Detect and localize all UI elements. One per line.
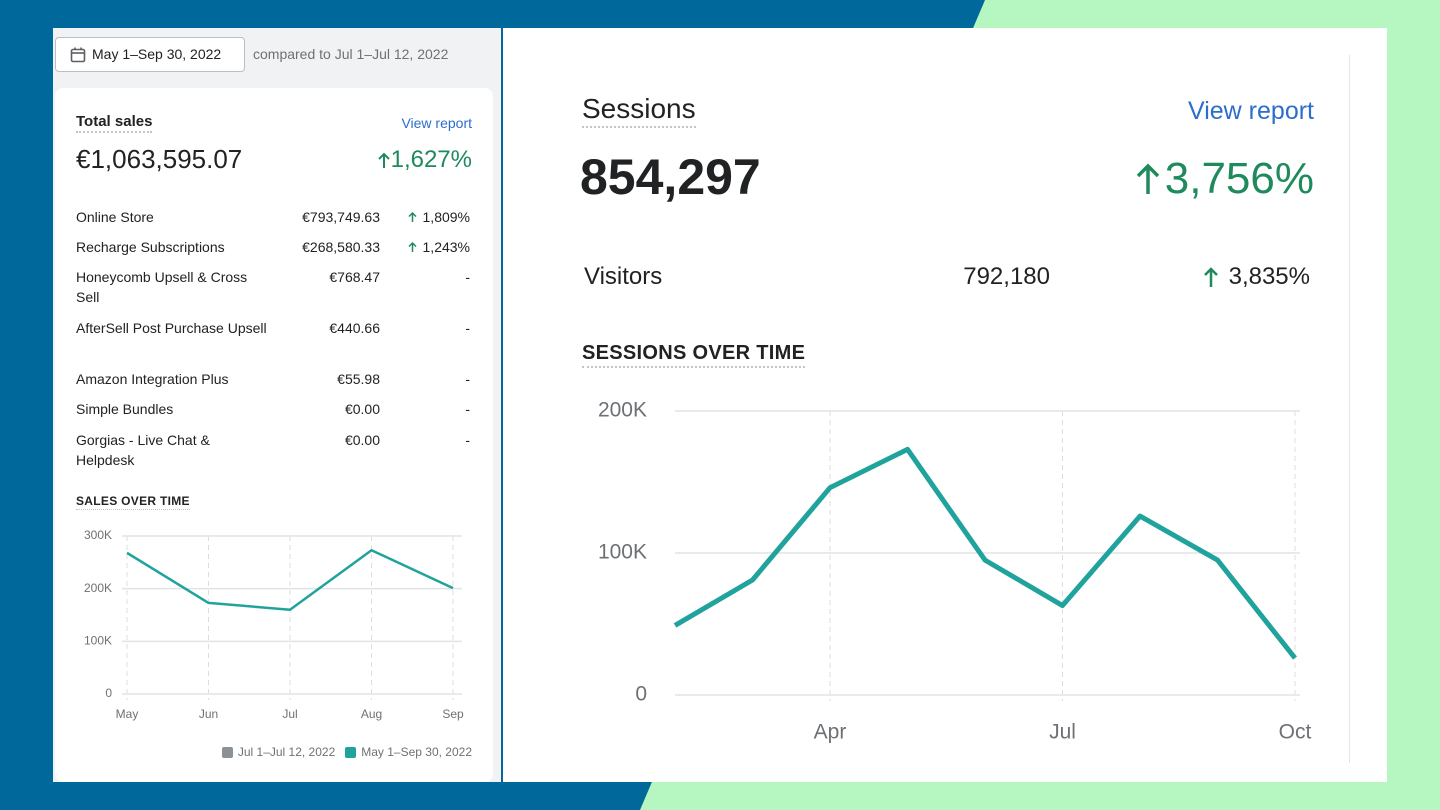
up-arrow <box>377 152 390 168</box>
visitors-label: Visitors <box>584 263 663 290</box>
row-name: Gorgias - Live Chat & Helpdesk <box>76 432 210 468</box>
row-change: - <box>465 369 470 389</box>
x-tick-label: Jul <box>1049 721 1076 744</box>
arrow-path <box>407 211 417 222</box>
card-title: Total sales <box>76 113 153 133</box>
x-tick-label: May <box>116 707 139 721</box>
row-value: €793,749.63 <box>302 209 380 225</box>
comparison: compared to Jul 1–Jul 12, 2022 <box>253 46 449 62</box>
sales-card <box>55 88 493 782</box>
change-text: - <box>465 269 470 285</box>
legend-swatch <box>221 746 233 758</box>
row-name: Amazon Integration Plus <box>76 371 229 387</box>
x-tick-label: Apr <box>814 721 847 744</box>
change-text: 3,835% <box>1228 263 1310 290</box>
up-arrow <box>407 211 417 222</box>
row-change: 1,809% <box>407 207 470 227</box>
row-name: AfterSell Post Purchase Upsell <box>76 320 267 336</box>
y-tick-label: 0 <box>635 683 647 706</box>
row-value: €0.00 <box>344 432 380 448</box>
visitors-value: 792,180 <box>963 263 1050 290</box>
arrow-path <box>407 241 417 252</box>
row-value: €268,580.33 <box>302 239 380 255</box>
change-text: - <box>465 320 470 336</box>
x-tick-label: Sep <box>442 707 464 721</box>
change-text: - <box>465 432 470 448</box>
legend-swatch <box>345 746 357 758</box>
up-arrow <box>1136 163 1160 194</box>
legend: Jul 1–Jul 12, 2022 May 1–Sep 30, 2022 <box>221 745 472 759</box>
change-text: 1,243% <box>422 239 470 255</box>
y-tick-label: 300K <box>84 528 112 542</box>
row-value: €440.66 <box>329 320 380 336</box>
x-tick-label: Oct <box>1279 721 1312 744</box>
row-name: Honeycomb Upsell & Cross Sell <box>76 269 248 305</box>
row-name: Simple Bundles <box>76 401 174 417</box>
row-value: €55.98 <box>337 371 380 387</box>
x-tick-label: Jun <box>199 707 218 721</box>
legend-label: Jul 1–Jul 12, 2022 <box>237 745 336 759</box>
row-value: €0.00 <box>344 401 380 417</box>
row-name: Online Store <box>76 209 154 225</box>
sessions-value: 854,297 <box>580 149 761 205</box>
row-change: - <box>465 399 470 419</box>
change-text: - <box>465 401 470 417</box>
sessions-title: Sessions <box>582 93 696 128</box>
y-tick-label: 200K <box>598 399 647 422</box>
sessions-panel <box>503 28 1387 782</box>
total-value: €1,063,595.07 <box>76 144 243 174</box>
row-change: - <box>465 267 470 287</box>
legend-item: Jul 1–Jul 12, 2022 <box>221 745 336 759</box>
y-tick-label: 100K <box>598 541 647 564</box>
sessions-change: 3,756% <box>1135 154 1314 204</box>
change-text: 3,756% <box>1164 154 1314 203</box>
row-change: - <box>465 318 470 338</box>
y-tick-label: 200K <box>84 581 112 595</box>
legend-item: May 1–Sep 30, 2022 <box>345 745 472 759</box>
change-text: 1,627% <box>390 146 472 173</box>
divider <box>1349 55 1350 763</box>
calendar-icon <box>70 47 86 63</box>
view-report[interactable]: View report <box>401 115 472 131</box>
change-text: 1,809% <box>422 209 470 225</box>
row-change: - <box>465 430 470 450</box>
data-line <box>126 548 454 611</box>
legend-label: May 1–Sep 30, 2022 <box>361 745 472 759</box>
view-report[interactable]: View report <box>1188 97 1314 125</box>
x-tick-label: Aug <box>361 707 382 721</box>
change-text: - <box>465 371 470 387</box>
y-tick-label: 0 <box>105 686 112 700</box>
visitors-change: 3,835% <box>1203 263 1310 291</box>
row-change: 1,243% <box>407 237 470 257</box>
up-arrow <box>407 241 417 252</box>
up-arrow <box>1203 267 1218 287</box>
data-line <box>673 446 1297 660</box>
total-change: 1,627% <box>377 146 472 174</box>
chart-title: SALES OVER TIME <box>76 494 190 510</box>
date-button[interactable]: May 1–Sep 30, 2022 <box>55 37 245 72</box>
date-range: May 1–Sep 30, 2022 <box>92 46 222 62</box>
chart-title: SESSIONS OVER TIME <box>582 342 806 368</box>
x-tick-label: Jul <box>282 707 297 721</box>
row-name: Recharge Subscriptions <box>76 239 225 255</box>
row-value: €768.47 <box>329 269 380 285</box>
y-tick-label: 100K <box>84 634 112 648</box>
